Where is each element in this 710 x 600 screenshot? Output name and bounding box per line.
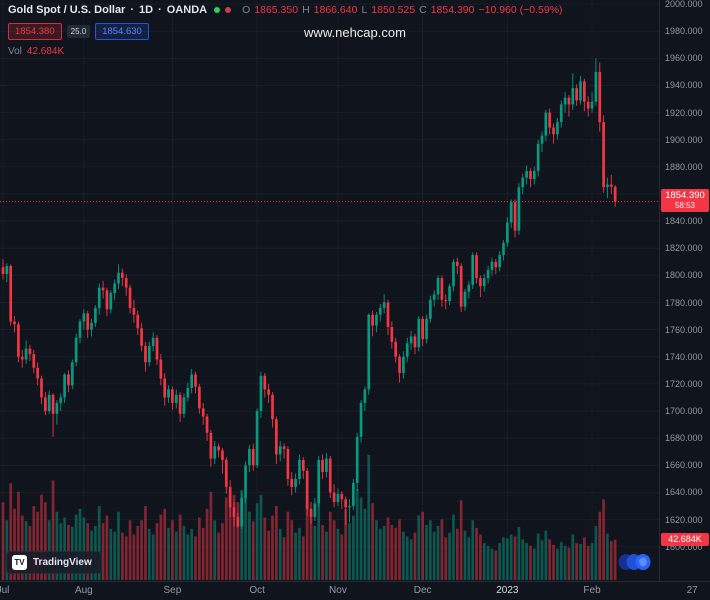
floating-widget[interactable]	[618, 553, 652, 576]
price-axis-label: 1660.000	[665, 460, 703, 471]
symbol-title[interactable]: Gold Spot / U.S. Dollar	[8, 4, 126, 16]
time-axis-label: Aug	[74, 585, 93, 596]
price-axis-label: 1920.000	[665, 107, 703, 118]
open-label: O	[242, 4, 251, 16]
time-axis-label: Dec	[413, 585, 432, 596]
time-axis-label: Sep	[163, 585, 182, 596]
high-label: H	[302, 4, 310, 16]
time-axis-label: Nov	[329, 585, 347, 596]
price-axis-label: 1900.000	[665, 134, 703, 145]
interval-button[interactable]: 1D	[139, 4, 154, 16]
sell-button[interactable]: 1854.380	[8, 23, 62, 40]
spread-value: 25.0	[66, 25, 91, 38]
price-axis-label: 1840.000	[665, 216, 703, 227]
volume-row: Vol 42.684K	[8, 46, 563, 57]
last-price-value: 1854.390	[665, 189, 705, 201]
volume-indicator-value: 42.684K	[26, 46, 65, 57]
change-value: −10.960 (−0.59%)	[478, 4, 563, 16]
separator: ·	[158, 4, 162, 16]
time-axis[interactable]: Jul Aug Sep Oct Nov Dec 2023 Feb 27	[0, 581, 710, 600]
price-axis-label: 1880.000	[665, 161, 703, 172]
close-label: C	[419, 4, 427, 16]
exchange-label: OANDA	[166, 4, 208, 16]
price-axis-label: 1760.000	[665, 324, 703, 335]
time-axis-label: Oct	[249, 585, 265, 596]
chart-pane[interactable]	[0, 0, 660, 582]
tradingview-logo-icon: TV	[12, 555, 27, 570]
price-axis-label: 1740.000	[665, 351, 703, 362]
low-label: L	[361, 4, 368, 16]
ohlc-values: O 1865.350 H 1866.640 L 1850.525 C 1854.…	[242, 4, 562, 16]
price-axis-label: 1680.000	[665, 433, 703, 444]
separator: ·	[130, 4, 135, 16]
legend-title-row: Gold Spot / U.S. Dollar · 1D · OANDA O 1…	[8, 4, 563, 16]
tradingview-logo-text: TV	[14, 558, 25, 567]
buy-button[interactable]: 1854.630	[95, 23, 149, 40]
bar-countdown: 58:53	[674, 200, 696, 210]
time-axis-label: 27	[686, 585, 698, 596]
price-axis-label: 1600.000	[665, 541, 703, 552]
price-axis-label: 1980.000	[665, 26, 703, 37]
price-axis-label: 1800.000	[665, 270, 703, 281]
tradingview-brand-text: TradingView	[33, 557, 92, 568]
alert-status-icon[interactable]	[225, 7, 232, 13]
low-value: 1850.525	[371, 4, 416, 16]
price-axis-label: 2000.000	[665, 0, 703, 10]
time-axis-label: Jul	[0, 585, 10, 596]
last-price-tag: 1854.390 58:53	[661, 188, 709, 212]
market-status-icon[interactable]	[214, 7, 221, 13]
time-axis-label: 2023	[496, 585, 519, 596]
price-axis[interactable]: 1854.390 58:53 42.684K 2000.000 1980.000 1…	[659, 0, 710, 582]
high-value: 1866.640	[313, 4, 358, 16]
volume-indicator-label[interactable]: Vol	[8, 46, 22, 57]
price-axis-label: 1700.000	[665, 406, 703, 417]
price-axis-label: 1940.000	[665, 80, 703, 91]
time-axis-label: Feb	[583, 585, 601, 596]
candlestick-chart[interactable]	[0, 0, 660, 582]
coins-icon	[618, 554, 651, 570]
price-axis-label: 1820.000	[665, 243, 703, 254]
price-axis-label: 1620.000	[665, 514, 703, 525]
close-value: 1854.390	[430, 4, 475, 16]
volume-tag: 42.684K	[661, 532, 709, 546]
price-axis-label: 1780.000	[665, 297, 703, 308]
price-axis-label: 1960.000	[665, 53, 703, 64]
price-axis-label: 1720.000	[665, 378, 703, 389]
tradingview-attribution[interactable]: TV TradingView	[6, 551, 102, 574]
trade-buttons-row: 1854.380 25.0 1854.630	[8, 23, 563, 40]
open-value: 1865.350	[254, 4, 299, 16]
price-axis-label: 1640.000	[665, 487, 703, 498]
symbol-legend: Gold Spot / U.S. Dollar · 1D · OANDA O 1…	[8, 4, 563, 57]
